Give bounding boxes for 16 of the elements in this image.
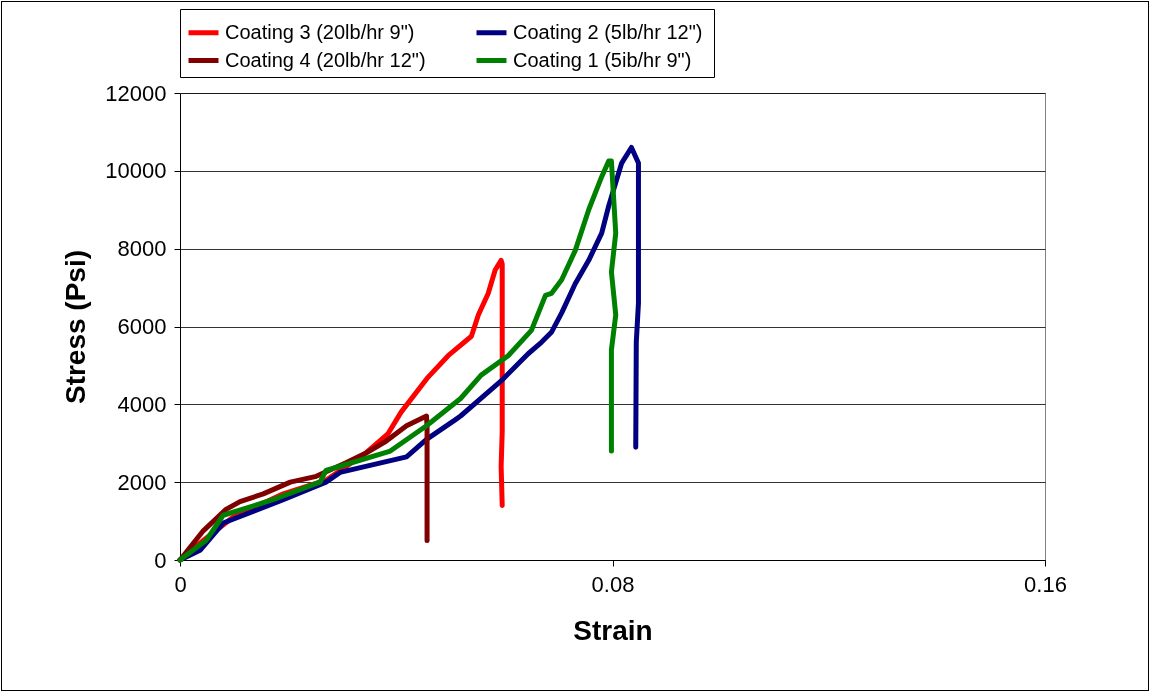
y-tick-label: 0 [154,547,167,573]
y-tick-label: 12000 [105,80,167,106]
y-tick-label: 6000 [117,314,167,339]
x-tick-label: 0 [174,571,187,597]
legend-label: Coating 2 (5lb/hr 12") [513,20,703,43]
y-tick-label: 4000 [117,391,167,417]
legend-label: Coating 4 (20lb/hr 12") [225,48,426,71]
x-tick-label: 0.08 [591,571,635,597]
y-axis-title: Stress (Psi) [60,249,92,405]
y-tick-label: 8000 [117,236,167,262]
y-tick-label: 10000 [105,158,167,184]
legend-label: Coating 3 (20lb/hr 9") [225,20,415,43]
x-axis-title: Strain [573,614,653,646]
legend-label: Coating 1 (5ib/hr 9") [513,48,692,71]
x-tick-label: 0.16 [1024,571,1067,597]
y-tick-label: 2000 [117,469,167,495]
